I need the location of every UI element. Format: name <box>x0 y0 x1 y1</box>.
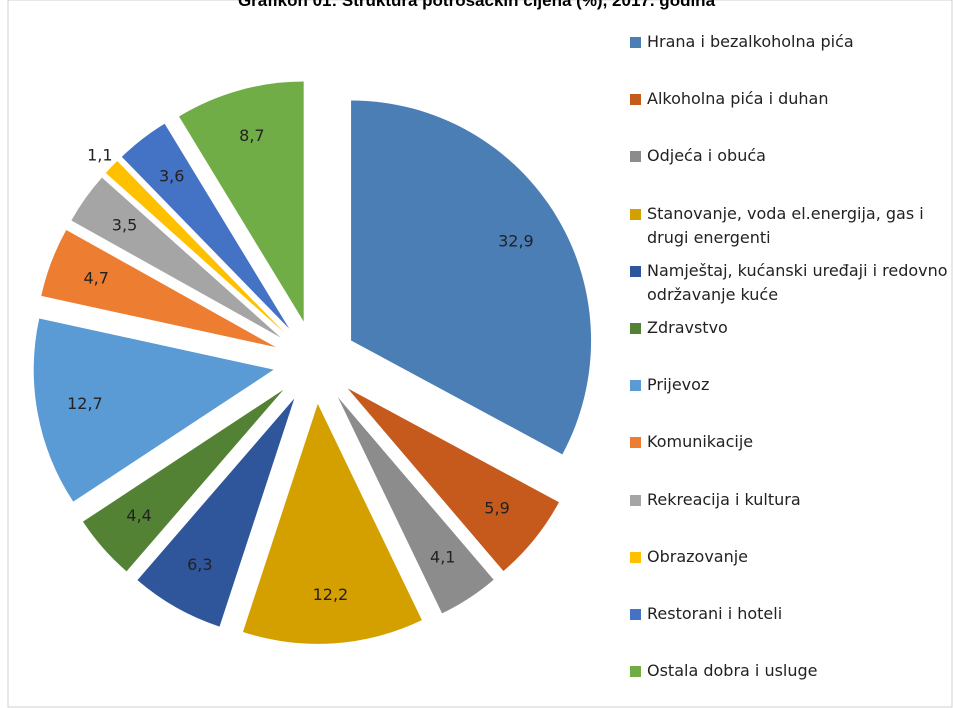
pie-slice <box>71 177 281 338</box>
legend-item: Namještaj, kućanski uređaji i redovno od… <box>630 259 950 307</box>
data-label: 12,2 <box>313 585 349 604</box>
legend-swatch <box>630 94 641 106</box>
data-label: 12,7 <box>67 394 103 413</box>
legend-swatch <box>630 323 641 334</box>
data-label: 32,9 <box>498 232 534 251</box>
legend-swatch <box>630 666 641 678</box>
legend-item: Alkoholna pića i duhan <box>630 87 950 111</box>
legend-item: Prijevoz <box>630 373 950 397</box>
legend-item: Ostala dobra i usluge <box>630 659 950 683</box>
data-label: 5,9 <box>484 499 509 518</box>
legend-swatch <box>630 208 641 220</box>
legend-label: Hrana i bezalkoholna pića <box>647 32 854 51</box>
data-label: 3,6 <box>159 167 184 186</box>
pie-slice <box>105 160 285 333</box>
pie-slice <box>242 403 422 644</box>
data-label: 6,3 <box>187 555 212 574</box>
legend-label: Namještaj, kućanski uređaji i redovno od… <box>647 260 948 304</box>
legend-swatch <box>630 37 641 48</box>
pie-slice <box>82 389 284 572</box>
pie-slice <box>337 397 494 614</box>
legend-label: Ostala dobra i usluge <box>647 661 818 681</box>
pie-slice <box>137 398 295 627</box>
legend-swatch <box>630 609 641 620</box>
legend-label: Restorani i hoteli <box>647 604 783 623</box>
legend-label: Prijevoz <box>647 375 710 395</box>
legend-item: Zdravstvo <box>630 316 950 340</box>
data-label: 8,7 <box>239 126 264 145</box>
data-label: 4,7 <box>83 269 108 288</box>
legend-item: Obrazovanje <box>630 545 950 569</box>
data-label: 4,1 <box>430 548 455 567</box>
legend-swatch <box>630 494 641 506</box>
legend-swatch <box>630 551 641 563</box>
legend-item: Komunikacije <box>630 430 950 454</box>
legend-item: Rekreacija i kultura <box>630 488 950 512</box>
pie-slice <box>33 318 274 502</box>
legend-swatch <box>630 437 641 449</box>
legend-swatch <box>630 151 641 163</box>
data-label: 4,4 <box>126 506 151 525</box>
legend-label: Komunikacije <box>647 432 754 452</box>
legend-label: Rekreacija i kultura <box>647 489 801 509</box>
legend-item: Restorani i hoteli <box>630 602 950 626</box>
pie-slice <box>121 123 290 329</box>
legend-swatch <box>630 265 641 277</box>
legend-label: Obrazovanje <box>647 546 749 566</box>
chart-title: Grafikon 01: Struktura potrošačkih cijen… <box>237 0 716 10</box>
legend-label: Odjeća i obuća <box>647 146 766 166</box>
legend-item: Odjeća i obuća <box>630 144 950 168</box>
data-label: 1,1 <box>87 145 112 164</box>
pie-slice <box>351 100 592 455</box>
pie-slice <box>347 388 559 571</box>
legend-item: Hrana i bezalkoholna pića <box>630 30 950 54</box>
legend-label: Zdravstvo <box>647 318 728 337</box>
legend-item: Stanovanje, voda el.energija, gas i drug… <box>630 202 950 250</box>
legend-label: Alkoholna pića i duhan <box>647 89 829 109</box>
data-label: 3,5 <box>112 216 137 235</box>
frame <box>7 0 953 708</box>
legend-label: Stanovanje, voda el.energija, gas i drug… <box>647 203 924 247</box>
pie-slice <box>179 81 304 322</box>
pie-slice <box>41 229 276 348</box>
legend-swatch <box>630 380 641 392</box>
